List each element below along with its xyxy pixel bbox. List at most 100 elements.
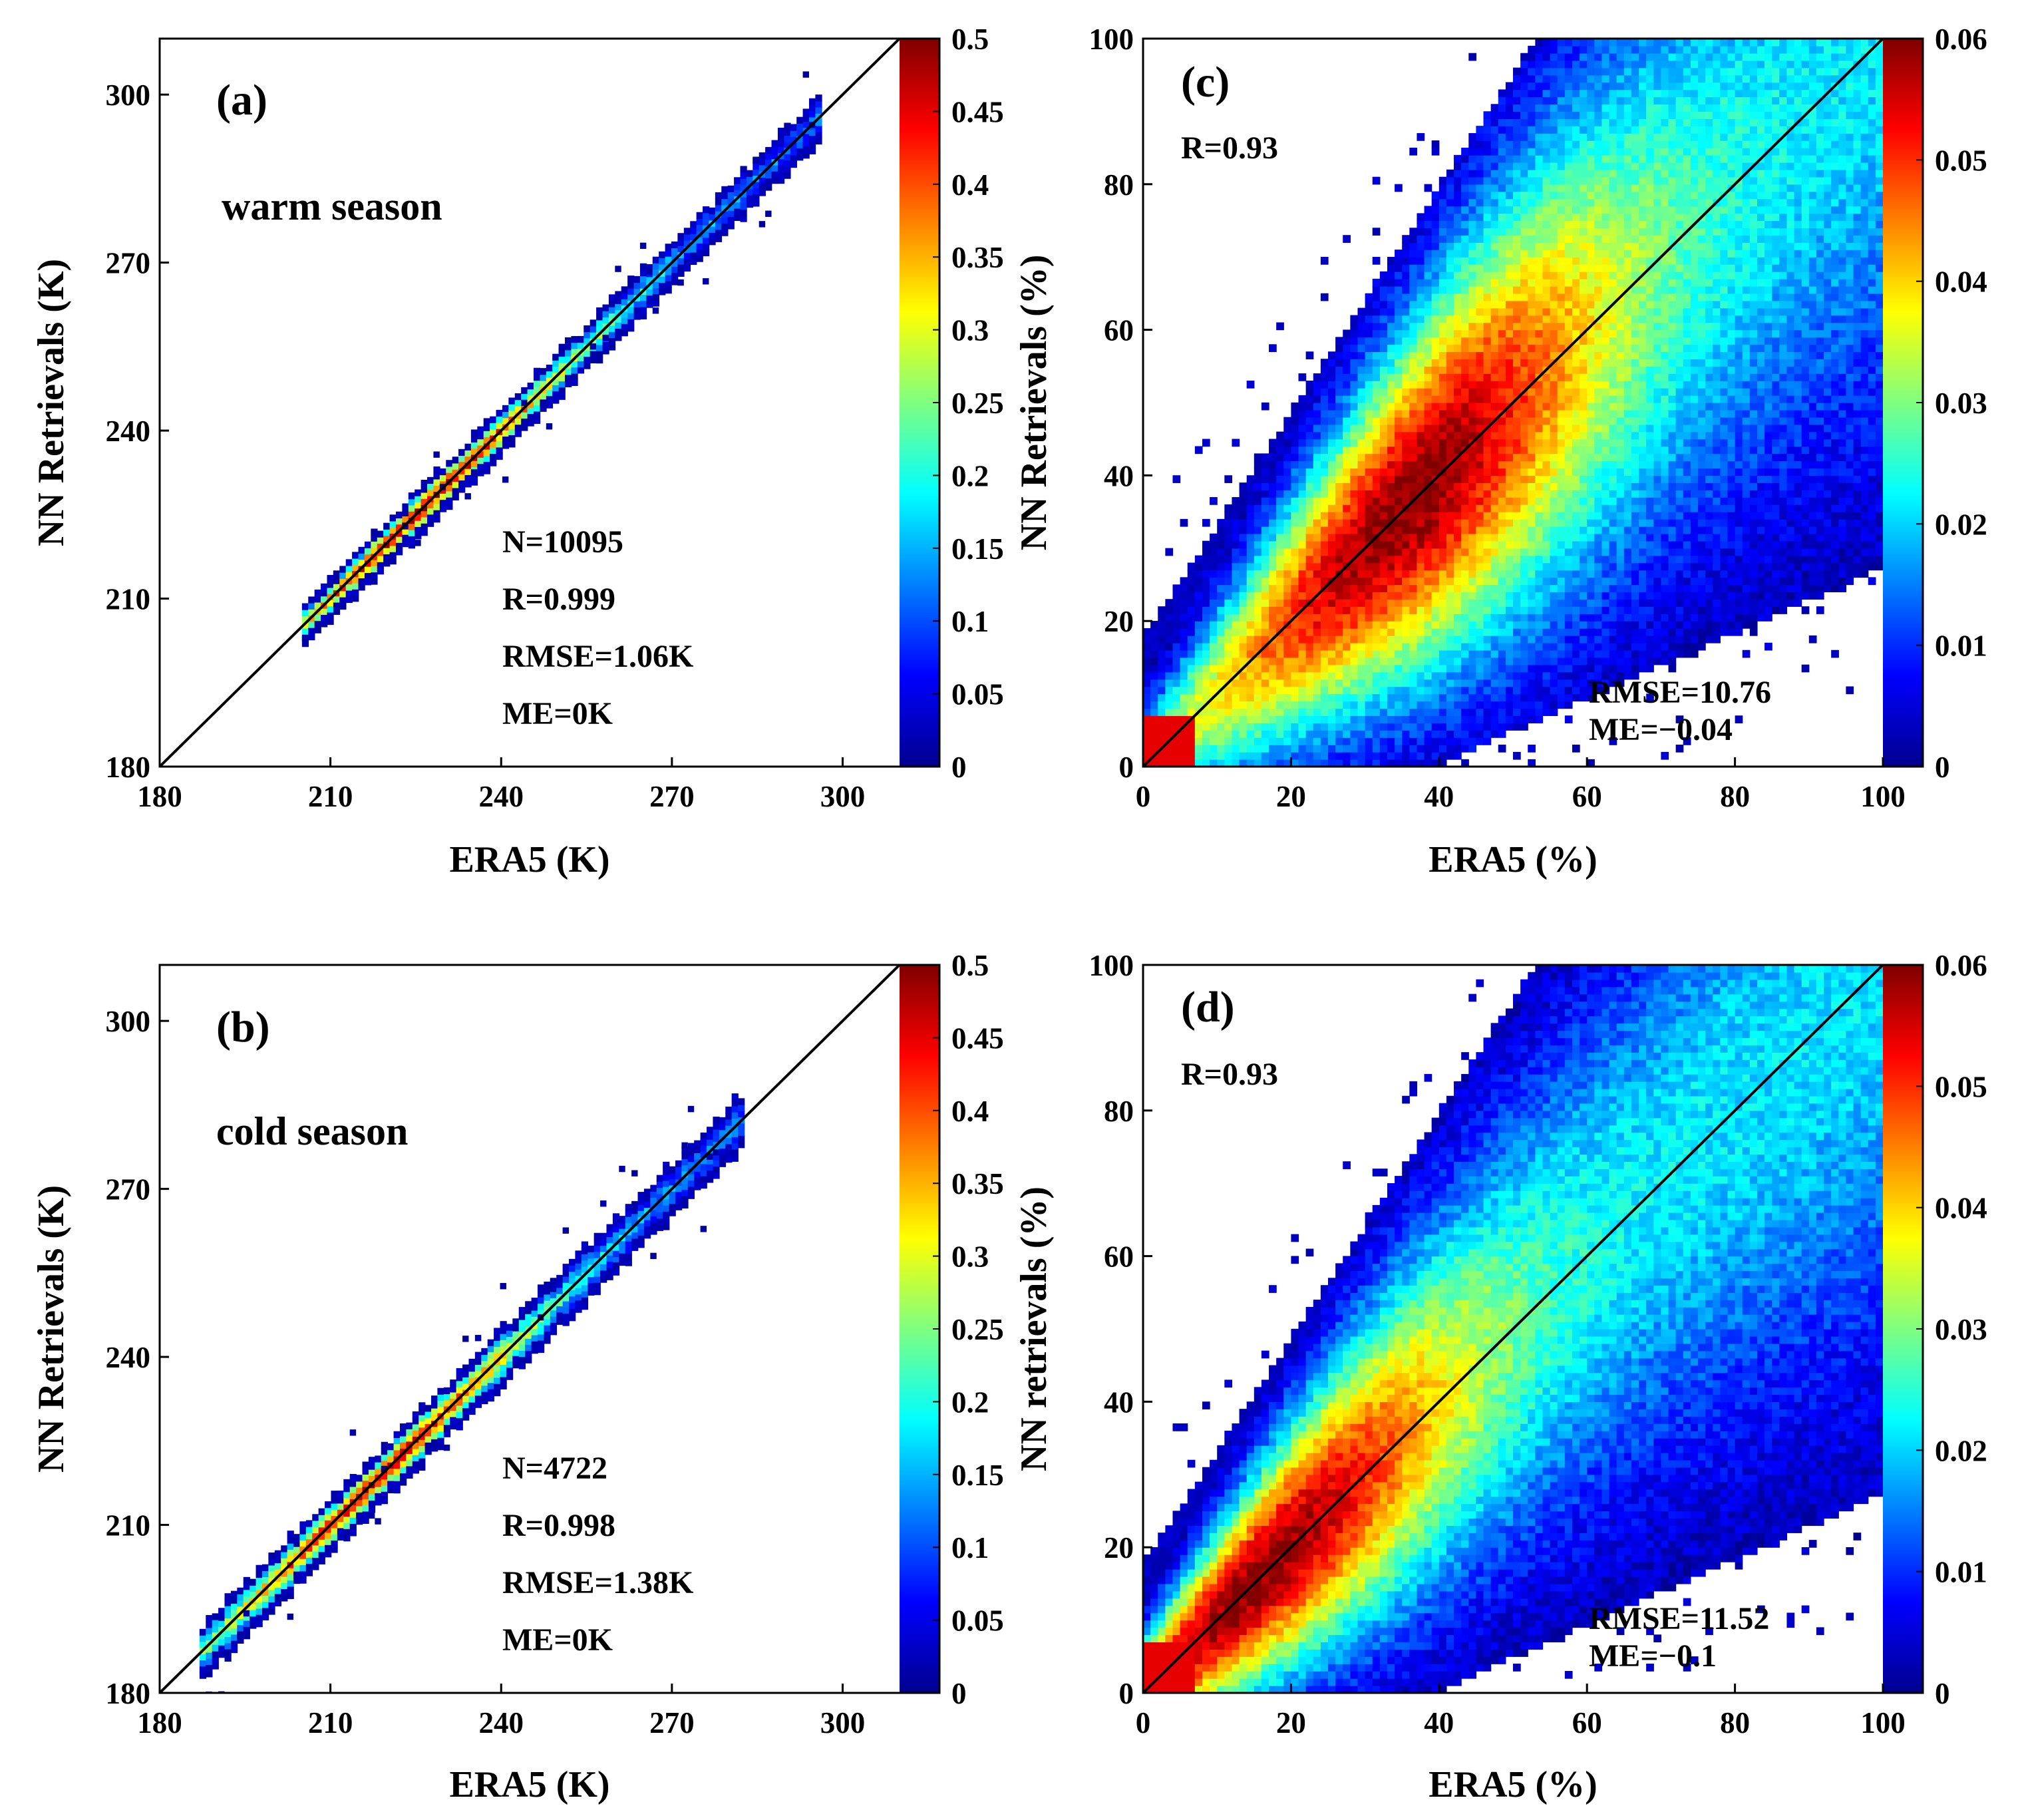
density-cell (1395, 315, 1403, 323)
density-cell (1431, 395, 1440, 403)
density-cell (1350, 409, 1359, 418)
density-cell (1490, 154, 1499, 163)
density-cell (1490, 708, 1499, 717)
density-cell (1476, 540, 1484, 549)
density-cell (368, 1500, 376, 1507)
density-cell (1528, 257, 1536, 265)
density-cell (1165, 759, 1174, 767)
density-cell (1550, 285, 1558, 294)
density-cell (709, 207, 716, 215)
density-cell (1395, 526, 1403, 534)
density-cell (1158, 679, 1166, 687)
density-cell (1528, 60, 1536, 69)
density-cell (1343, 751, 1351, 760)
density-cell (462, 1401, 470, 1409)
colorbar-tick-label: 0.25 (951, 387, 1004, 420)
density-cell (1498, 315, 1506, 323)
density-cell (1542, 133, 1551, 141)
density-cell (1202, 606, 1210, 614)
density-cell (1490, 220, 1499, 229)
density-cell (700, 1169, 707, 1177)
density-cell (1454, 518, 1462, 527)
density-cell (1424, 250, 1432, 258)
density-cell (1520, 715, 1528, 723)
density-cell (1528, 562, 1536, 571)
density-cell (1513, 387, 1521, 396)
density-cell (562, 1300, 570, 1308)
density-cell (1357, 555, 1366, 564)
density-cell (1379, 635, 1388, 643)
density-cell (1357, 490, 1366, 498)
density-cell (677, 245, 685, 252)
density-cell (1431, 147, 1440, 156)
density-cell (802, 120, 810, 128)
density-cell (1261, 453, 1269, 462)
density-cell (703, 218, 710, 226)
density-cell (1350, 453, 1359, 462)
density-cell (584, 337, 591, 345)
density-cell (1468, 169, 1476, 178)
density-cell (1550, 555, 1558, 564)
density-cell (1343, 475, 1351, 483)
density-cell (633, 282, 641, 289)
density-cell (531, 1310, 538, 1317)
density-cell (1269, 693, 1277, 702)
density-cell (1217, 708, 1225, 717)
density-cell (671, 272, 679, 279)
density-cell (1283, 417, 1291, 425)
density-cell (577, 354, 585, 361)
density-cell (1298, 482, 1307, 490)
density-cell (1165, 628, 1174, 636)
density-cell (1217, 599, 1225, 607)
stat-r-a: R=0.999 (502, 582, 615, 617)
density-cell (1402, 468, 1410, 476)
density-cell (808, 141, 816, 148)
density-cell (1409, 628, 1418, 636)
density-cell (1246, 701, 1255, 709)
density-cell (740, 215, 747, 222)
density-cell (1224, 592, 1233, 600)
density-cell (508, 403, 516, 411)
density-cell (709, 238, 716, 246)
density-cell (765, 178, 772, 185)
density-cell (1165, 751, 1174, 760)
density-cell (1357, 351, 1366, 359)
density-cell (1528, 497, 1536, 505)
density-cell (1402, 715, 1410, 723)
density-cell (1328, 540, 1336, 549)
density-cell (1305, 570, 1314, 578)
density-cell (1261, 671, 1269, 680)
density-cell (815, 119, 822, 126)
density-cell (1379, 329, 1388, 338)
density-cell (1276, 701, 1284, 709)
density-cell (474, 1358, 482, 1365)
density-cell (1483, 701, 1492, 709)
density-cell (1269, 664, 1277, 673)
density-cell (1468, 431, 1476, 440)
density-cell (1335, 737, 1343, 745)
density-cell (287, 1531, 294, 1538)
density-cell (1320, 504, 1329, 512)
density-cell (1535, 562, 1544, 571)
density-cell (1424, 504, 1432, 512)
density-cell (1542, 96, 1551, 105)
density-cell (694, 1153, 701, 1160)
density-cell (1542, 351, 1551, 359)
density-cell (1550, 693, 1558, 702)
stat-me-b: ME=0K (502, 1622, 613, 1658)
density-cell (468, 1358, 476, 1366)
density-cell (1409, 460, 1418, 469)
density-cell (464, 474, 472, 482)
density-cell (1542, 89, 1551, 98)
density-cell (1520, 191, 1528, 200)
density-cell (1224, 614, 1233, 622)
density-cell (1431, 679, 1440, 687)
density-cell (1402, 730, 1410, 738)
density-cell (1254, 511, 1262, 520)
density-cell (1276, 745, 1284, 753)
density-cell (802, 145, 810, 153)
density-cell (305, 1539, 313, 1546)
density-cell (758, 158, 766, 166)
density-cell (531, 1304, 538, 1311)
density-cell (1320, 402, 1329, 411)
